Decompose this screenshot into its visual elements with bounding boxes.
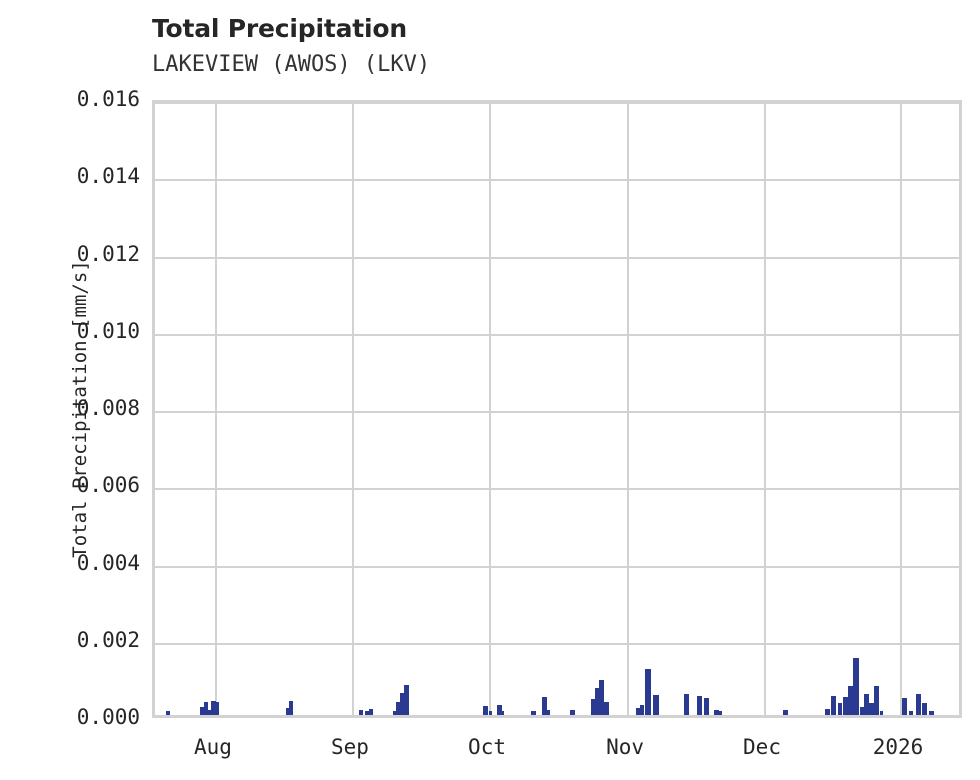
bar	[359, 710, 363, 715]
y-axis-tick-label: 0.016	[76, 87, 140, 111]
bar	[704, 698, 709, 715]
plot-area	[152, 100, 962, 718]
page-title: Total Precipitation	[152, 14, 407, 43]
bar	[645, 669, 651, 715]
bar	[489, 711, 492, 715]
bar	[684, 694, 689, 715]
gridline-vertical	[764, 103, 766, 715]
gridline-horizontal	[155, 256, 959, 259]
bar	[200, 707, 204, 715]
y-axis-tick-label: 0.014	[76, 164, 140, 189]
bar	[869, 703, 874, 715]
bar	[853, 658, 859, 715]
bar	[838, 703, 842, 715]
bar	[286, 708, 290, 715]
x-axis-tick-label: Nov	[606, 735, 644, 759]
bar	[864, 694, 869, 715]
bar	[719, 711, 722, 715]
bar	[531, 711, 536, 715]
gridline-horizontal	[155, 565, 959, 568]
bar	[902, 698, 907, 715]
bar	[204, 702, 208, 715]
bar	[369, 709, 373, 715]
bar	[636, 708, 640, 715]
bar	[825, 709, 830, 715]
bar	[599, 680, 604, 715]
gridline-horizontal	[155, 179, 959, 182]
bar	[697, 696, 702, 715]
y-axis-tick-group: 0.000 0.002 0.004 0.006 0.008 0.010 0.012 0.014…	[0, 0, 140, 780]
y-axis-tick-label: 0.010	[76, 318, 140, 343]
bar	[714, 710, 719, 715]
bar	[916, 694, 921, 715]
x-axis-tick-label: Sep	[330, 735, 369, 759]
y-axis-tick-label: 0.006	[76, 473, 140, 498]
y-axis-tick-label: 0.002	[76, 627, 140, 652]
bar	[929, 711, 934, 715]
y-axis-tick-label: 0.012	[76, 241, 140, 266]
x-axis-tick-label: Dec	[743, 735, 781, 759]
gridline-horizontal	[155, 103, 959, 104]
bar	[396, 702, 401, 715]
gridline-horizontal	[155, 411, 959, 413]
gridline-vertical	[900, 103, 902, 715]
gridline-horizontal	[155, 642, 959, 645]
bar	[501, 711, 504, 715]
gridline-vertical	[214, 103, 217, 715]
gridline-vertical	[489, 103, 492, 715]
bar	[404, 685, 409, 715]
chart-subtitle: LAKEVIEW (AWOS) (LKV)	[152, 52, 431, 77]
bar	[874, 686, 879, 715]
bar	[909, 711, 913, 715]
gridline-horizontal	[155, 488, 959, 491]
y-axis-tick-label: 0.000	[76, 705, 140, 729]
bar	[604, 702, 609, 715]
gridline-vertical	[627, 103, 630, 715]
gridline-horizontal	[155, 333, 959, 336]
bar	[831, 696, 836, 715]
x-axis-tick-label: Oct	[468, 735, 506, 759]
bar	[922, 703, 927, 715]
bar	[860, 707, 864, 715]
bar	[570, 710, 575, 715]
bar	[595, 688, 600, 715]
bar	[653, 695, 659, 715]
bar	[216, 702, 219, 715]
bar	[542, 697, 547, 715]
bar	[591, 699, 596, 715]
bar	[483, 706, 488, 715]
bar	[400, 693, 404, 715]
x-axis-tick-label: Aug	[194, 735, 232, 759]
bar	[640, 705, 644, 715]
bar	[211, 701, 216, 715]
y-axis-tick-label: 0.008	[76, 396, 140, 420]
gridline-vertical	[351, 103, 354, 715]
bar	[497, 705, 502, 715]
bar	[393, 711, 397, 715]
bar	[547, 710, 550, 715]
bar	[783, 710, 788, 715]
bar	[208, 710, 211, 715]
bar	[289, 701, 293, 715]
bar	[843, 697, 848, 715]
bar	[880, 711, 883, 715]
bar	[365, 711, 369, 715]
bar	[848, 686, 853, 715]
y-axis-tick-label: 0.004	[76, 550, 140, 575]
x-axis-tick-label: 2026	[872, 735, 924, 759]
bar	[166, 711, 170, 715]
